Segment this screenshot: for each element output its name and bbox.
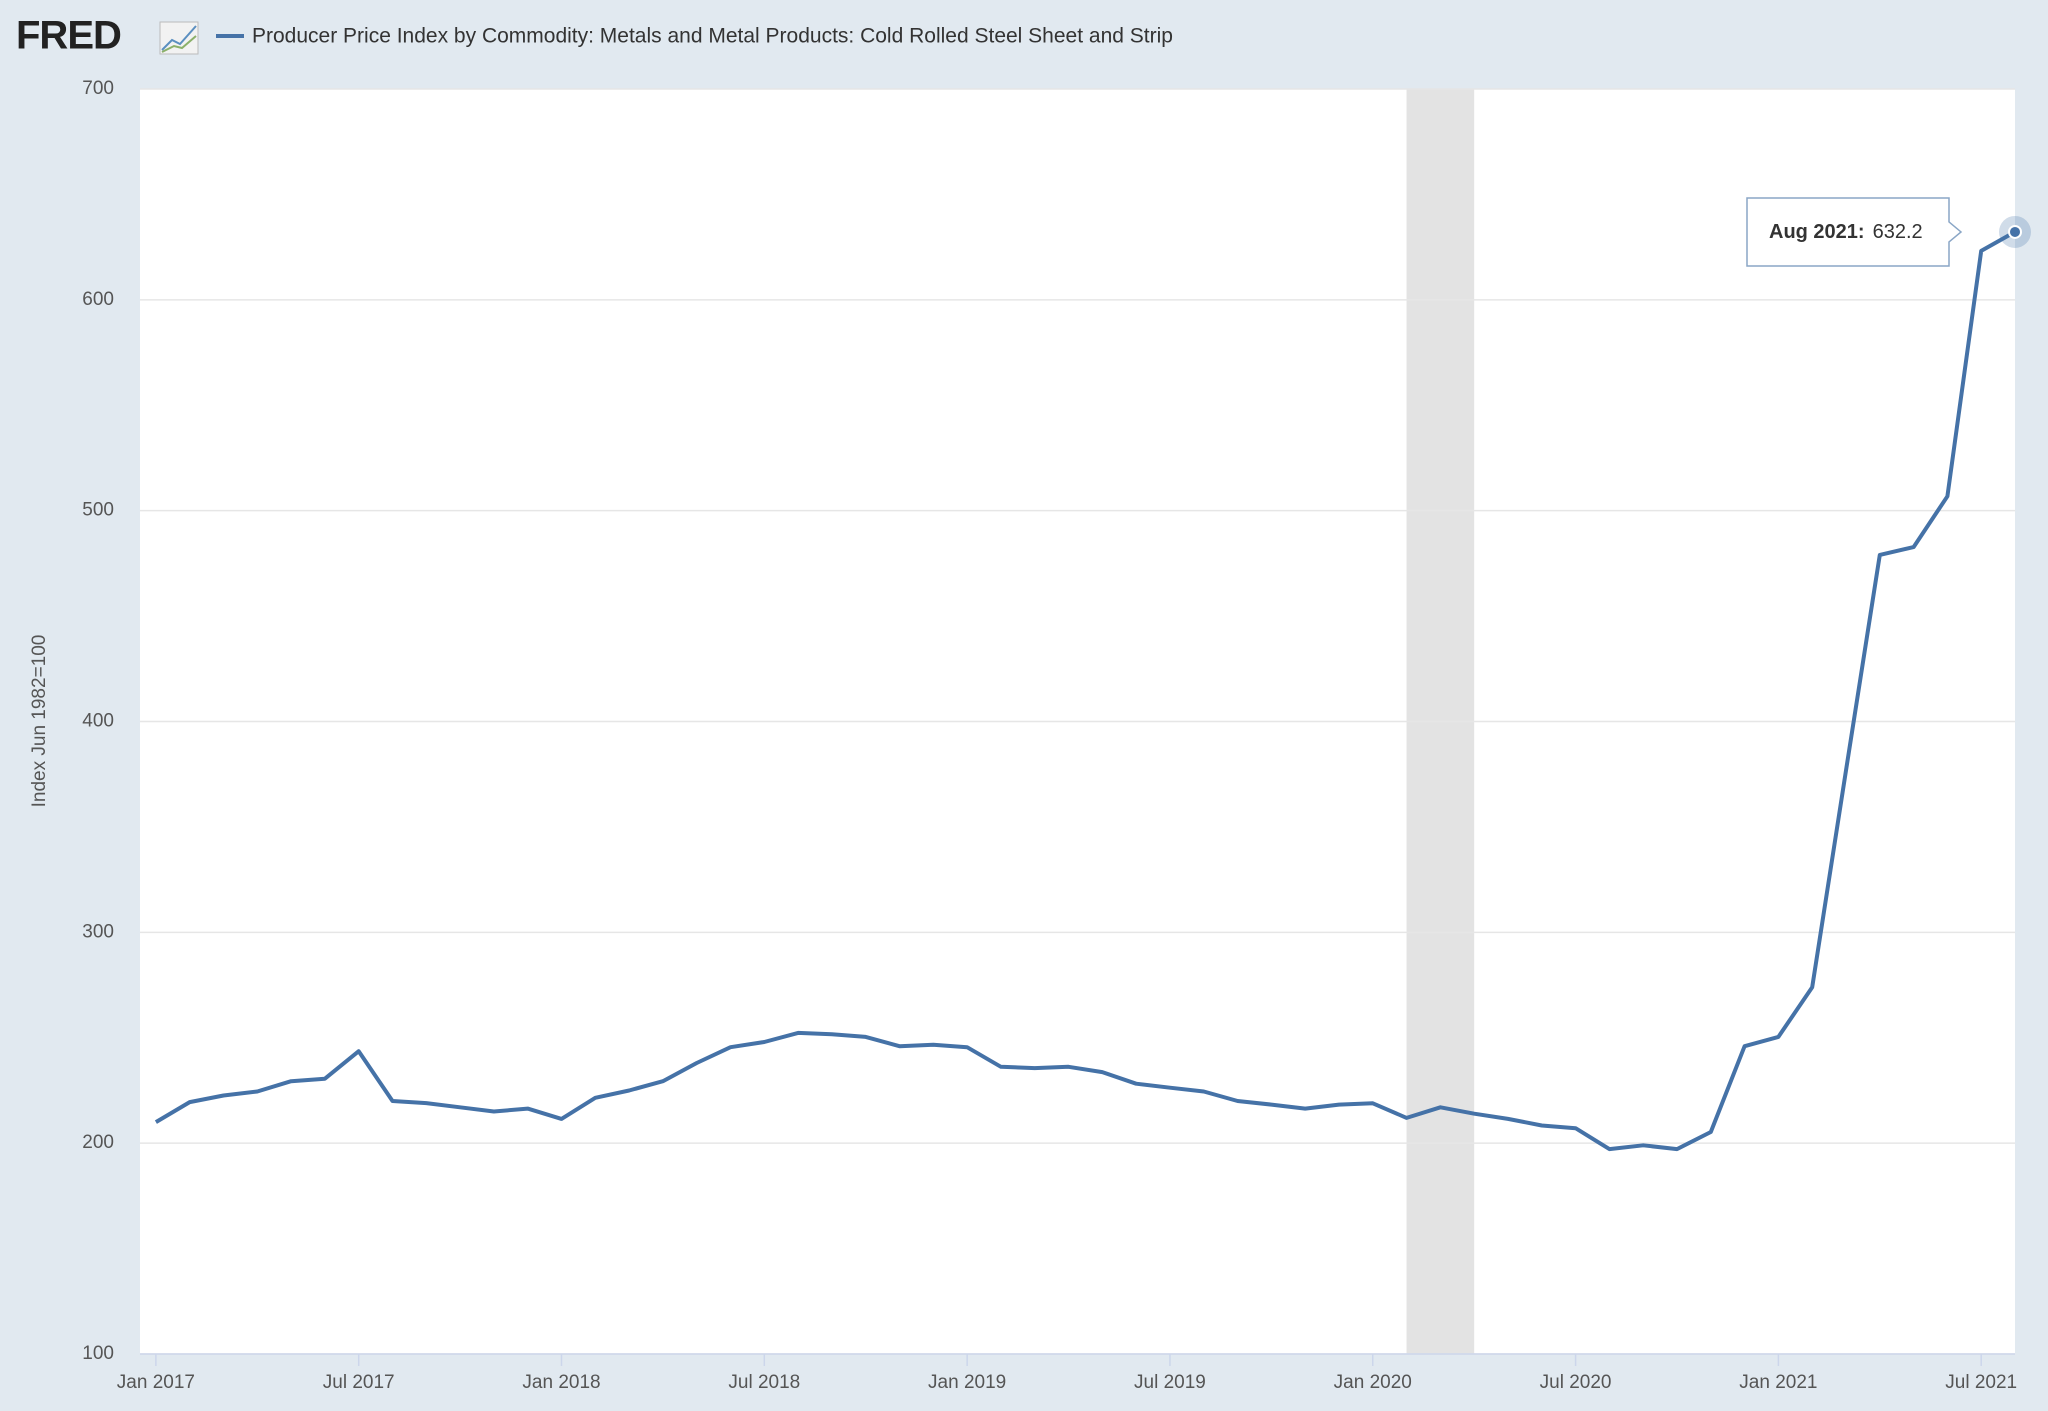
y-tick-label: 100 [82, 1343, 114, 1364]
x-tick-label: Jul 2018 [728, 1372, 800, 1393]
x-tick-label: Jan 2020 [1334, 1372, 1412, 1393]
brand-logo[interactable]: FRED [16, 14, 122, 58]
data-line [154, 230, 2016, 1152]
tooltip-box [1746, 197, 1963, 267]
y-tick-label: 400 [82, 711, 114, 732]
y-tick-label: 300 [82, 921, 114, 942]
legend-label: Producer Price Index by Commodity: Metal… [252, 25, 1173, 48]
x-tick-label: Jan 2017 [117, 1372, 195, 1393]
y-tick-label: 700 [82, 78, 114, 99]
y-axis-label: Index Jun 1982=100 [29, 635, 50, 808]
y-tick-label: 200 [82, 1132, 114, 1153]
x-tick-label: Jan 2021 [1739, 1372, 1817, 1393]
x-tick-label: Jan 2018 [522, 1372, 600, 1393]
highlight-point [2008, 224, 2022, 239]
x-tick-label: Jul 2017 [323, 1372, 395, 1393]
y-tick-label: 600 [82, 289, 114, 310]
tooltip-text: Aug 2021: 632.2 [1769, 221, 1923, 243]
x-tick-label: Jul 2021 [1945, 1372, 2017, 1393]
x-tick-label: Jul 2020 [1540, 1372, 1612, 1393]
logo-icon [159, 21, 199, 55]
tooltip-value: 632.2 [1873, 221, 1923, 243]
tooltip-date: Aug 2021: [1769, 221, 1865, 243]
y-tick-label: 500 [82, 500, 114, 521]
x-tick-label: Jan 2019 [928, 1372, 1006, 1393]
x-tick-label: Jul 2019 [1134, 1372, 1206, 1393]
